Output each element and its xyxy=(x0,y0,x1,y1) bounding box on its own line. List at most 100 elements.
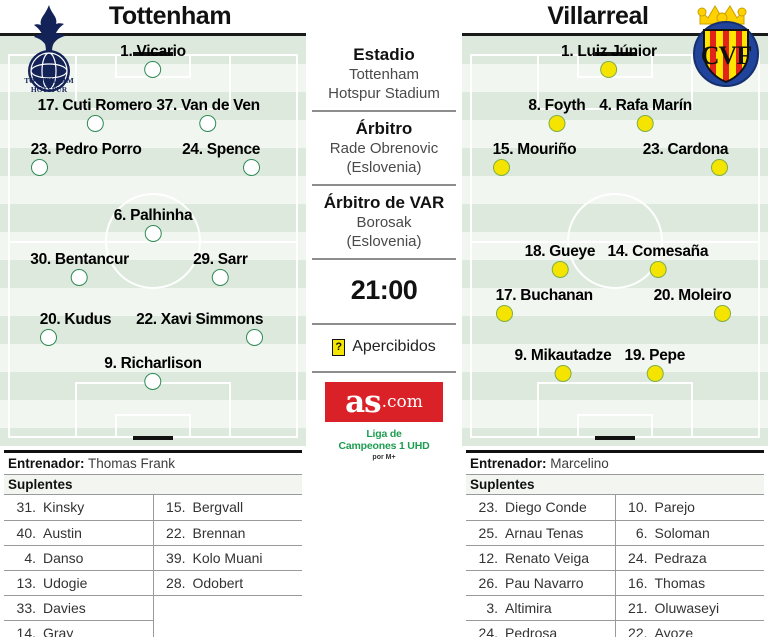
player-dot xyxy=(71,269,89,286)
kickoff-block: 21:00 xyxy=(312,260,456,325)
player-name: 20. Kudus xyxy=(39,311,112,328)
substitute-number: 26. xyxy=(478,574,498,591)
substitute-name: Bergvall xyxy=(192,499,244,516)
substitute-number: 33. xyxy=(16,599,36,616)
substitute-number: 39. xyxy=(166,549,186,566)
substitute-name: Udogie xyxy=(43,574,88,591)
player-dot xyxy=(637,115,655,132)
stadium-name-line2: Hotspur Stadium xyxy=(328,85,440,102)
crest-letters: CVF xyxy=(701,41,752,70)
goal-line-bottom xyxy=(133,436,173,440)
player-position: 8. Foyth xyxy=(528,97,586,132)
player-dot xyxy=(199,115,217,132)
away-subs-header: Suplentes xyxy=(466,475,764,495)
player-name: 29. Sarr xyxy=(193,251,248,268)
table-row: 40. Austin 22. Brennan xyxy=(4,520,302,546)
channel-line2: Campeones 1 UHD xyxy=(338,440,430,452)
channel-line3: por M+ xyxy=(372,454,396,461)
player-position: 9. Mikautadze xyxy=(515,348,612,382)
substitute-cell: 6. Soloman xyxy=(615,520,764,546)
substitute-name: Gray xyxy=(43,624,74,637)
player-name: 18. Gueye xyxy=(524,243,596,260)
player-dot xyxy=(495,305,513,322)
substitute-name: Davies xyxy=(43,599,86,616)
substitute-name: Kolo Muani xyxy=(192,549,263,566)
home-coach-row: Entrenador: Thomas Frank xyxy=(4,450,302,475)
substitute-number: 23. xyxy=(478,499,498,516)
player-dot xyxy=(649,261,667,278)
substitute-number: 12. xyxy=(478,549,498,566)
table-row: 24. Pedrosa 22. Ayoze xyxy=(466,620,764,637)
stadium-name-line1: Tottenham xyxy=(348,66,420,83)
player-name: 15. Mouriño xyxy=(492,141,577,158)
substitute-name: Soloman xyxy=(654,524,710,541)
home-subs-table: 31. Kinsky 15. Bergvall 40. Austin 22. Brennan 4… xyxy=(4,495,302,637)
player-name: 9. Richarlison xyxy=(104,355,202,372)
substitute-cell: 22. Brennan xyxy=(153,520,302,546)
substitute-number: 25. xyxy=(478,524,498,541)
player-dot xyxy=(711,159,729,176)
player-position: 20. Kudus xyxy=(39,311,112,346)
player-name: 9. Mikautadze xyxy=(514,347,612,364)
table-row: 3. Altimira 21. Oluwaseyi xyxy=(466,595,764,621)
kickoff-time: 21:00 xyxy=(350,275,418,305)
substitute-name: Ayoze xyxy=(654,624,694,637)
substitute-cell: 14. Gray xyxy=(4,620,154,637)
substitute-cell: 4. Danso xyxy=(4,545,154,571)
player-position: 30. Bentancur xyxy=(30,252,129,286)
table-row: 33. Davies xyxy=(4,595,302,621)
as-logo-suffix: .com xyxy=(381,392,423,412)
substitute-cell: 26. Pau Navarro xyxy=(466,570,616,596)
player-name: 20. Moleiro xyxy=(653,287,732,304)
substitute-number: 40. xyxy=(16,524,36,541)
substitute-name: Arnau Tenas xyxy=(505,524,584,541)
substitute-cell: 12. Renato Veiga xyxy=(466,545,616,571)
substitute-name: Diego Conde xyxy=(505,499,587,516)
away-bench: Entrenador: Marcelino Suplentes 23. Diego… xyxy=(466,450,764,637)
substitute-name: Kinsky xyxy=(43,499,85,516)
referee-name: Rade Obrenovic xyxy=(329,140,439,157)
booked-label: Apercibidos xyxy=(352,338,436,355)
table-row: 4. Danso 39. Kolo Muani xyxy=(4,545,302,571)
substitute-cell: 16. Thomas xyxy=(615,570,764,596)
tottenham-hotspur-crest: TOTTENHAM HOTSPUR xyxy=(14,3,84,95)
player-position: 37. Van de Ven xyxy=(156,98,260,132)
home-coach-name: Thomas Frank xyxy=(88,456,176,471)
as-com-logo: as .com xyxy=(325,382,443,422)
away-coach-name: Marcelino xyxy=(550,456,609,471)
player-dot xyxy=(39,329,57,346)
goal-line-bottom xyxy=(595,436,635,440)
player-dot xyxy=(246,329,264,346)
substitute-name: Danso xyxy=(43,549,84,566)
away-coach-row: Entrenador: Marcelino xyxy=(466,450,764,475)
away-team-column: Villarreal xyxy=(462,0,768,637)
player-position: 29. Sarr xyxy=(193,251,248,286)
substitute-name: Altimira xyxy=(505,599,552,616)
table-row: 25. Arnau Tenas 6. Soloman xyxy=(466,520,764,546)
player-position: 23. Cardona xyxy=(643,142,729,176)
player-dot xyxy=(548,115,566,132)
referee-label: Árbitro xyxy=(355,119,413,138)
player-position: 19. Pepe xyxy=(625,348,685,382)
match-info-panel: Estadio Tottenham Hotspur Stadium Árbitr… xyxy=(306,0,462,637)
yellow-card-icon: ? xyxy=(332,338,346,356)
player-position: 9. Richarlison xyxy=(104,355,202,390)
player-name: 30. Bentancur xyxy=(30,251,129,268)
player-name: 8. Foyth xyxy=(528,97,586,114)
player-position: 4. Rafa Marín xyxy=(599,98,692,132)
home-pitch: 1. Vicario 17. Cuti Romero 37. Van de Ven 2… xyxy=(0,36,306,446)
player-dot xyxy=(86,115,104,132)
table-row: 13. Udogie 28. Odobert xyxy=(4,570,302,596)
player-dot xyxy=(211,269,229,286)
substitute-cell: 39. Kolo Muani xyxy=(153,545,302,571)
substitute-name: Austin xyxy=(43,524,82,541)
substitute-number: 13. xyxy=(16,574,36,591)
var-country: (Eslovenia) xyxy=(346,233,422,250)
player-dot xyxy=(492,159,510,176)
villarreal-cf-crest: CVF xyxy=(690,2,762,92)
substitute-name: Thomas xyxy=(654,574,706,591)
as-logo-main: as xyxy=(345,383,382,420)
player-name: 24. Spence xyxy=(182,141,261,158)
substitute-cell: 33. Davies xyxy=(4,595,154,621)
substitute-name: Parejo xyxy=(654,499,695,516)
